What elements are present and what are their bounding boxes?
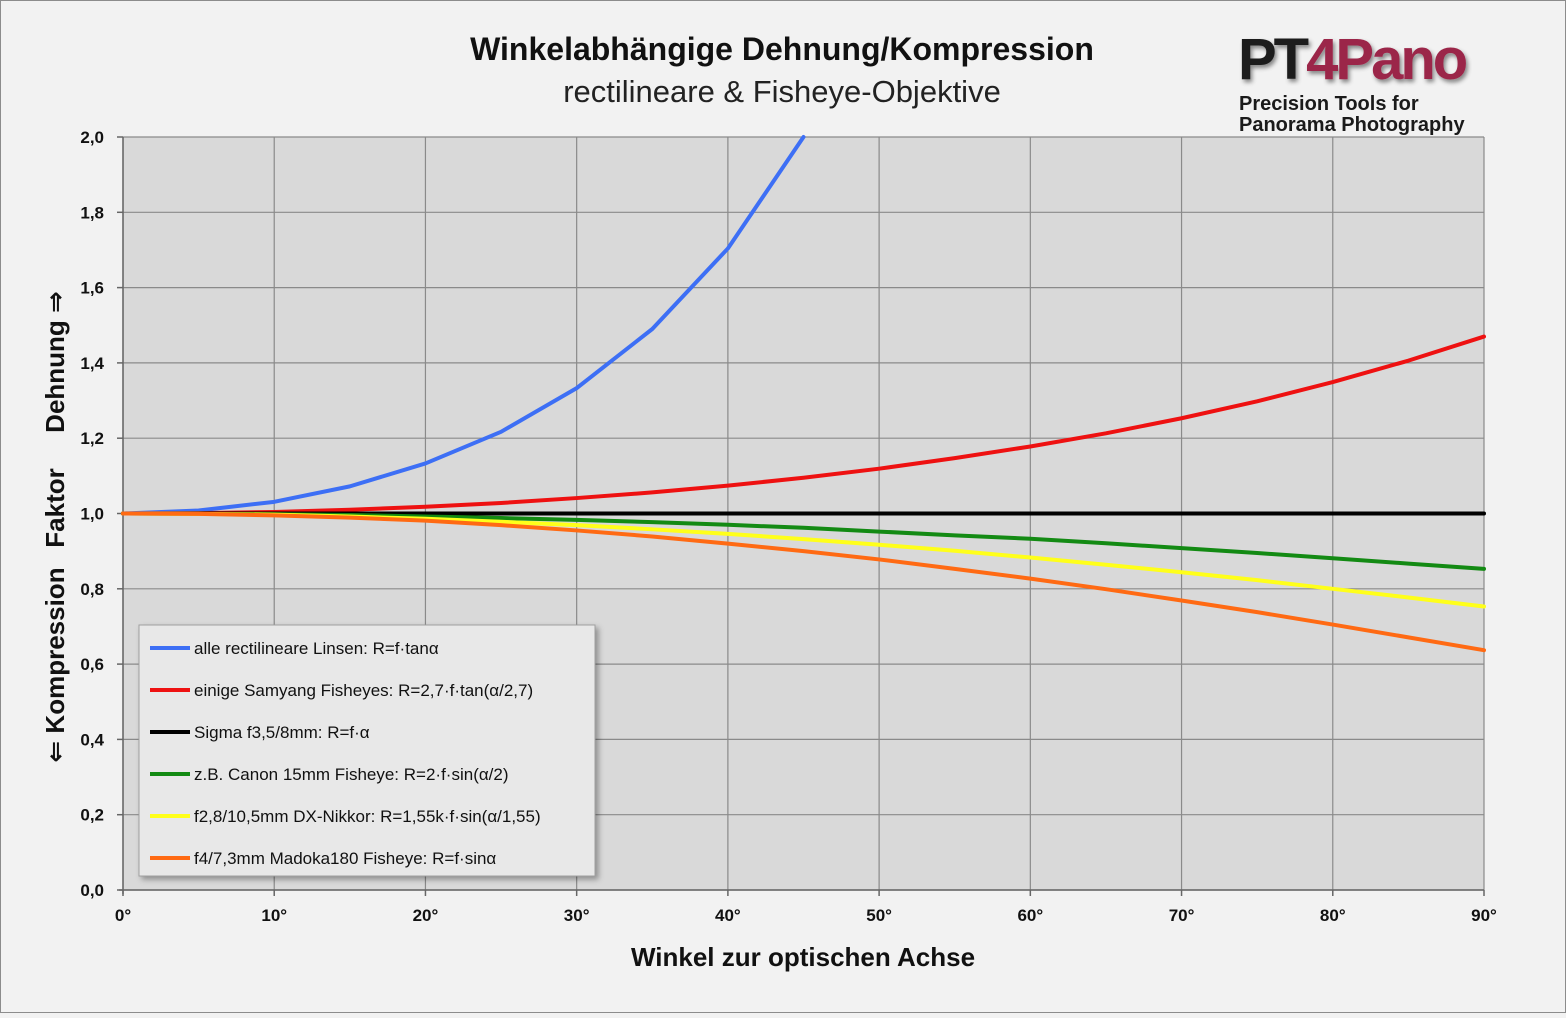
- series-line-2: [121, 334, 1486, 516]
- y-tick-label: 1,4: [80, 354, 104, 373]
- logo-brand: PT4Pano: [1238, 27, 1467, 92]
- y-tick-label: 0,6: [80, 655, 104, 674]
- y-tick-label: 1,0: [80, 505, 104, 524]
- logo-tagline-2: Panorama Photography: [1239, 114, 1465, 136]
- logo-tagline-1: Precision Tools for: [1239, 93, 1419, 115]
- x-tick-label: 70°: [1169, 906, 1195, 925]
- x-tick-label: 90°: [1471, 906, 1497, 925]
- x-tick-label: 20°: [413, 906, 439, 925]
- y-tick-label: 0,0: [80, 881, 104, 900]
- x-tick-label: 80°: [1320, 906, 1346, 925]
- series-line-1: [121, 135, 806, 516]
- y-tick-label: 1,6: [80, 279, 104, 298]
- x-axis-label: Winkel zur optischen Achse: [631, 942, 975, 972]
- y-axis-label: ⇐ Kompression Faktor Dehnung ⇒: [40, 291, 70, 762]
- legend-label-3: Sigma f3,5/8mm: R=f·α: [194, 723, 370, 742]
- x-tick-label: 50°: [866, 906, 892, 925]
- y-tick-label: 1,2: [80, 429, 104, 448]
- legend-label-4: z.B. Canon 15mm Fisheye: R=2·f·sin(α/2): [194, 765, 509, 784]
- logo-brand-4: 4: [1306, 27, 1338, 92]
- x-tick-label: 10°: [261, 906, 287, 925]
- logo-brand-pt: PT: [1238, 27, 1309, 92]
- legend-label-6: f4/7,3mm Madoka180 Fisheye: R=f·sinα: [194, 849, 496, 868]
- y-tick-label: 0,4: [80, 730, 104, 749]
- y-tick-label: 2,0: [80, 128, 104, 147]
- legend-label-1: alle rectilineare Linsen: R=f·tanα: [194, 639, 439, 658]
- y-axis-label-compression: ⇐ Kompression: [40, 567, 70, 762]
- legend-box: [138, 624, 596, 877]
- x-tick-label: 30°: [564, 906, 590, 925]
- y-tick-label: 0,2: [80, 806, 104, 825]
- chart-title: Winkelabhängige Dehnung/Kompression: [470, 31, 1094, 67]
- x-tick-label: 40°: [715, 906, 741, 925]
- series-layer: [121, 135, 1486, 653]
- chart-subtitle: rectilineare & Fisheye-Objektive: [563, 74, 1001, 109]
- y-axis-label-factor: Faktor: [40, 468, 70, 547]
- legend-label-2: einige Samyang Fisheyes: R=2,7·f·tan(α/2…: [194, 681, 533, 700]
- y-axis-label-stretch: Dehnung ⇒: [40, 291, 70, 433]
- x-tick-label: 60°: [1017, 906, 1043, 925]
- legend: alle rectilineare Linsen: R=f·tanα einige…: [138, 624, 596, 877]
- legend-label-5: f2,8/10,5mm DX-Nikkor: R=1,55k·f·sin(α/1…: [194, 807, 541, 826]
- logo: PT4Pano: [1238, 27, 1470, 92]
- y-tick-label: 1,8: [80, 203, 104, 222]
- y-tick-label: 0,8: [80, 580, 104, 599]
- x-tick-label: 0°: [115, 906, 131, 925]
- logo-brand-pano: Pano: [1335, 27, 1466, 92]
- axes: 0,0 0,2 0,4 0,6 0,8 1,0 1,2 1,4 1,6 1,8 2,0 0° 10° 20…: [80, 128, 1497, 925]
- series-line-6: [121, 511, 1486, 653]
